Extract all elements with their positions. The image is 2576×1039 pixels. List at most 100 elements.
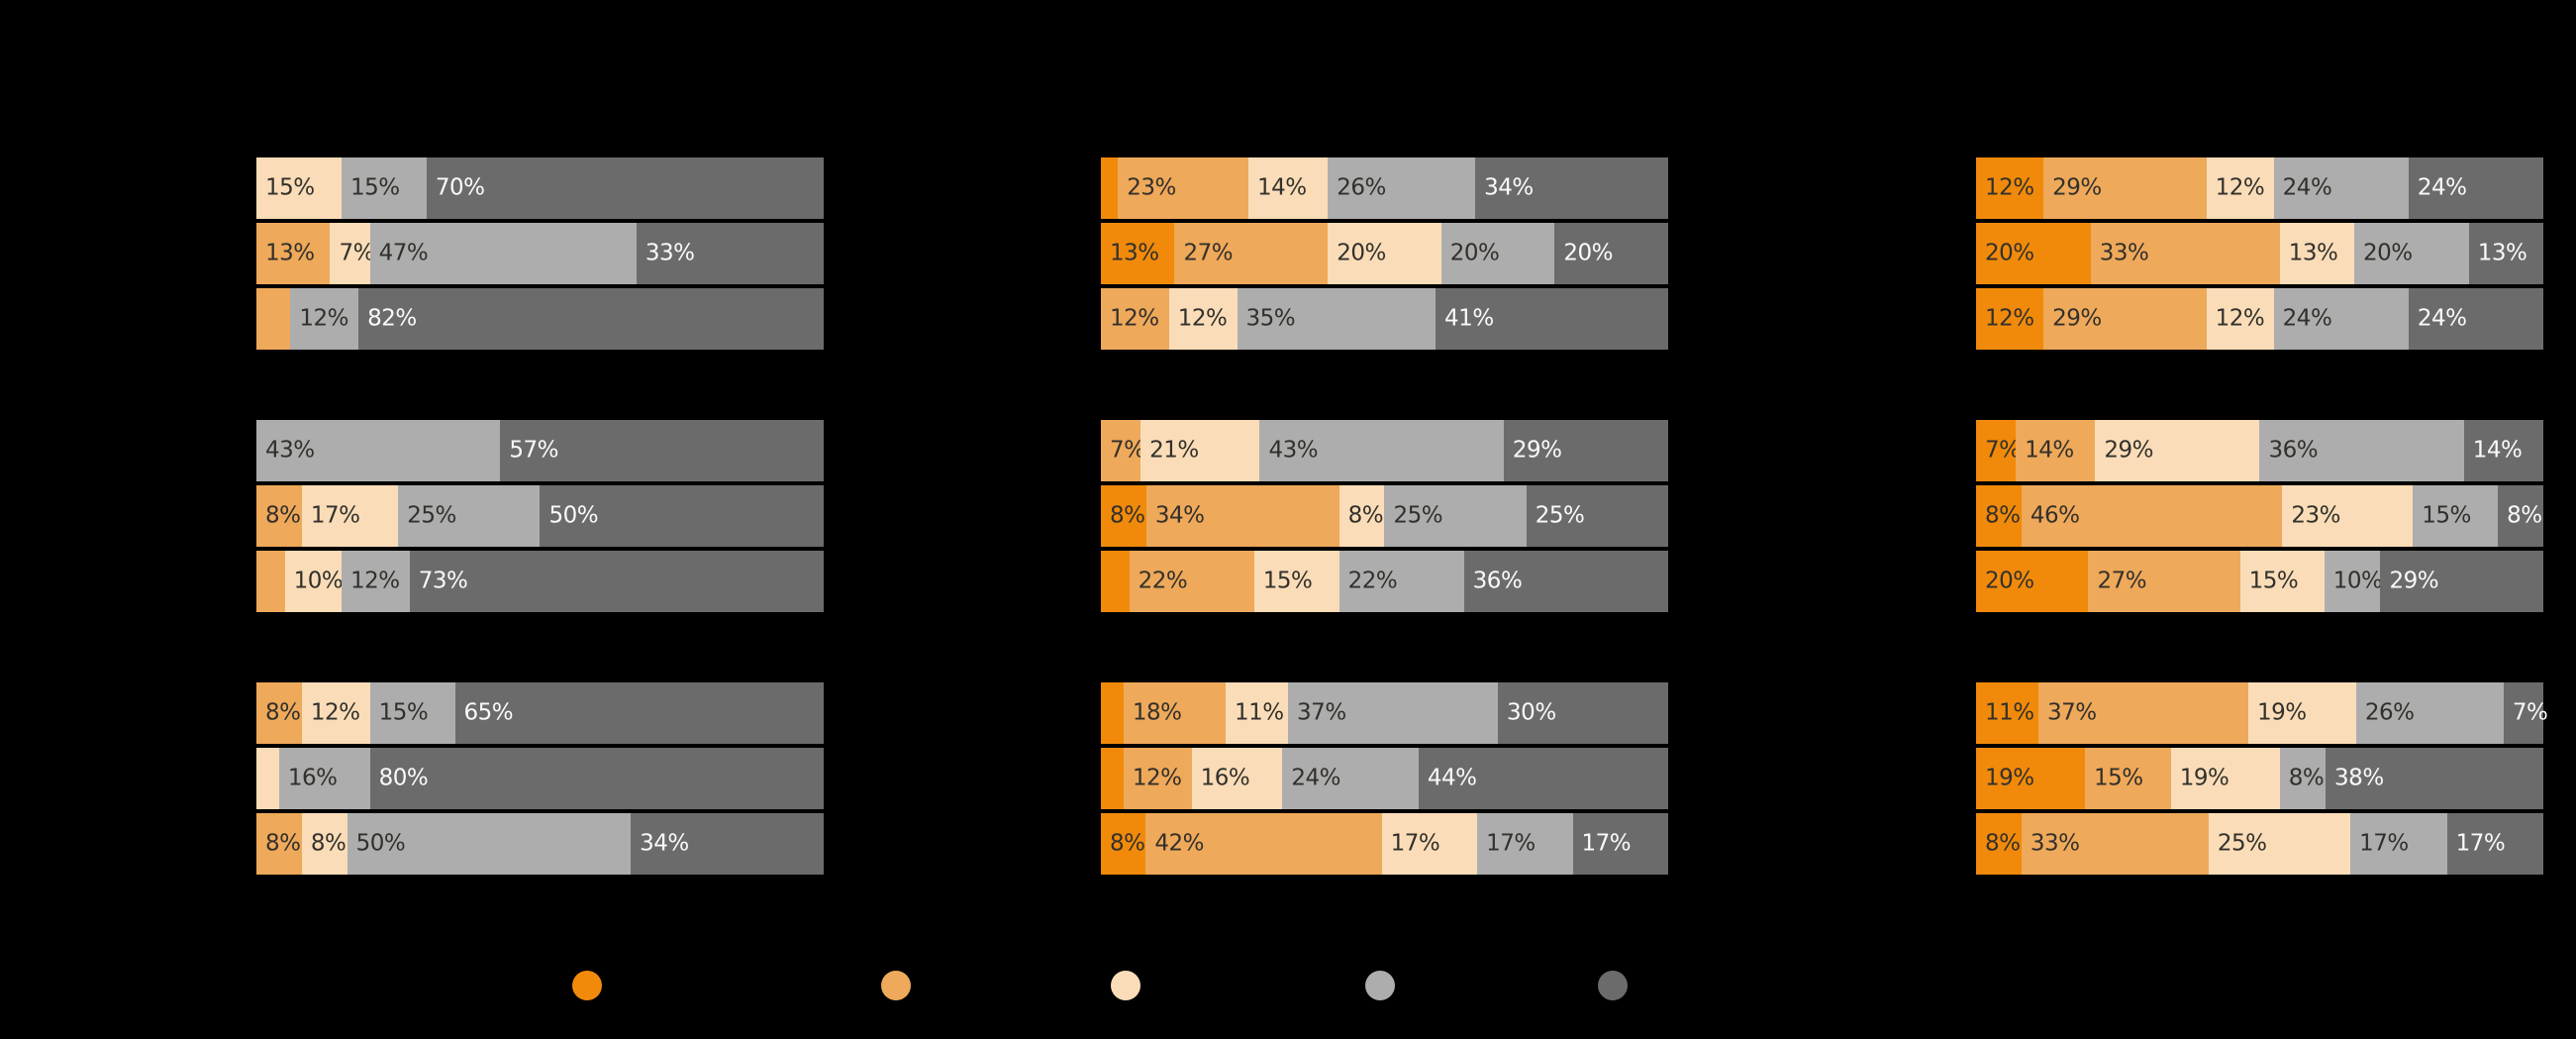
bar-segment-series-2-medium-orange: 12% xyxy=(1123,748,1192,809)
bar-segment-series-3-cream: 25% xyxy=(2208,813,2351,875)
segment-value-label: 13% xyxy=(1110,240,1159,266)
segment-value-label: 46% xyxy=(2030,502,2080,529)
bar-segment-series-3-cream xyxy=(256,748,279,809)
segment-value-label: 14% xyxy=(2025,437,2074,464)
segment-value-label: 34% xyxy=(1484,174,1534,201)
bar-segment-series-3-cream: 8% xyxy=(1338,485,1385,547)
segment-value-label: 17% xyxy=(1390,830,1440,857)
segment-value-label: 8% xyxy=(1347,502,1384,529)
bar-segment-series-3-cream: 7% xyxy=(330,223,374,284)
bar-segment-series-4-light-gray: 26% xyxy=(1328,157,1476,219)
stacked-bar-p2-g1-r3: 12% 12% 35% 41% xyxy=(1101,288,1668,350)
stacked-bar-p3-g3-r3: 8% 33% 25% 17% 17% xyxy=(1976,813,2543,875)
segment-value-label: 17% xyxy=(1581,830,1632,857)
segment-value-label: 15% xyxy=(1262,568,1313,594)
bar-group-p3-g1: 12% 29% 12% 24% 24% 20% 33% 13% 20% 13% 12% 29% 12% 2… xyxy=(1976,157,2543,350)
bar-segment-series-5-dark-gray: 65% xyxy=(454,682,824,744)
stacked-bar-p1-g3-r1: 8% 12% 15% 65% xyxy=(256,682,824,744)
stacked-bar-p2-g1-r1: 23% 14% 26% 34% xyxy=(1101,157,1668,219)
bar-segment-series-2-medium-orange: 46% xyxy=(2021,485,2283,547)
stacked-bar-p1-g3-r3: 8% 8% 50% 34% xyxy=(256,813,824,875)
bar-segment-series-1-dark-orange: 12% xyxy=(1976,288,2044,350)
segment-value-label: 65% xyxy=(463,699,514,726)
bar-segment-series-2-medium-orange: 13% xyxy=(256,223,331,284)
bar-segment-series-4-light-gray: 10% xyxy=(2324,551,2383,612)
bar-segment-series-5-dark-gray: 80% xyxy=(369,748,824,809)
bar-segment-series-4-light-gray: 35% xyxy=(1237,288,1437,350)
segment-value-label: 24% xyxy=(2282,305,2332,332)
stacked-bar-p2-g2-r2: 8% 34% 8% 25% 25% xyxy=(1101,485,1668,547)
segment-value-label: 20% xyxy=(1563,240,1613,266)
segment-value-label: 23% xyxy=(2291,502,2341,529)
segment-value-label: 27% xyxy=(1183,240,1234,266)
bar-segment-series-4-light-gray: 20% xyxy=(1440,223,1555,284)
bar-segment-series-5-dark-gray: 34% xyxy=(1475,157,1668,219)
bar-segment-series-1-dark-orange xyxy=(1101,748,1124,809)
bar-segment-series-5-dark-gray: 82% xyxy=(358,288,824,350)
bar-group-p2-g2: 7% 21% 43% 29% 8% 34% 8% 25% 25% 22% 15% 22% 36% xyxy=(1101,420,1668,612)
segment-value-label: 50% xyxy=(355,830,406,857)
bar-segment-series-5-dark-gray: 73% xyxy=(409,551,824,612)
segment-value-label: 16% xyxy=(287,765,338,791)
stacked-bar-p1-g1-r2: 13% 7% 47% 33% xyxy=(256,223,824,284)
bar-segment-series-5-dark-gray: 8% xyxy=(2498,485,2543,547)
segment-value-label: 36% xyxy=(2268,437,2319,464)
stacked-bar-p1-g3-r2: 16% 80% xyxy=(256,748,824,809)
segment-value-label: 25% xyxy=(1535,502,1585,529)
bar-segment-series-1-dark-orange: 20% xyxy=(1976,223,2091,284)
bar-segment-series-1-dark-orange: 19% xyxy=(1976,748,2085,809)
segment-value-label: 20% xyxy=(2362,240,2413,266)
bar-group-p1-g3: 8% 12% 15% 65% 16% 80% 8% 8% 50% 34% xyxy=(256,682,824,875)
bar-segment-series-2-medium-orange: 22% xyxy=(1129,551,1254,612)
bar-segment-series-5-dark-gray: 25% xyxy=(1526,485,1668,547)
segment-value-label: 24% xyxy=(1291,765,1340,791)
bar-segment-series-2-medium-orange: 33% xyxy=(2090,223,2280,284)
bar-segment-series-1-dark-orange: 8% xyxy=(1101,485,1146,547)
bar-segment-series-3-cream: 11% xyxy=(1226,682,1289,744)
segment-value-label: 8% xyxy=(265,502,301,529)
legend-dot-series-1-dark-orange xyxy=(572,971,602,1000)
bar-segment-series-1-dark-orange: 8% xyxy=(1101,813,1146,875)
bar-segment-series-1-dark-orange: 7% xyxy=(1976,420,2021,481)
segment-value-label: 15% xyxy=(2422,502,2471,529)
bar-segment-series-2-medium-orange: 42% xyxy=(1145,813,1382,875)
bar-segment-series-5-dark-gray: 17% xyxy=(2446,813,2543,875)
legend-dot-series-3-cream xyxy=(1111,971,1140,1000)
segment-value-label: 7% xyxy=(1110,437,1145,464)
bar-segment-series-4-light-gray: 25% xyxy=(398,485,541,547)
segment-value-label: 42% xyxy=(1154,830,1204,857)
segment-value-label: 73% xyxy=(418,568,468,594)
chart-panel-1: 15% 15% 70% 13% 7% 47% 33% 12% 82% 43% 57% 8% 17% 25%… xyxy=(256,157,824,877)
legend-dot-series-5-dark-gray xyxy=(1598,971,1628,1000)
stacked-bar-p1-g1-r3: 12% 82% xyxy=(256,288,824,350)
stacked-bar-p1-g2-r1: 43% 57% xyxy=(256,420,824,481)
bar-segment-series-1-dark-orange: 20% xyxy=(1976,551,2089,612)
bar-segment-series-4-light-gray: 8% xyxy=(2279,748,2327,809)
chart-panel-2: 23% 14% 26% 34% 13% 27% 20% 20% 20% 12% 12% 35% 41% 7… xyxy=(1101,157,1668,877)
bar-segment-series-4-light-gray: 37% xyxy=(1288,682,1499,744)
bar-segment-series-4-light-gray: 15% xyxy=(2413,485,2499,547)
segment-value-label: 43% xyxy=(265,437,315,464)
segment-value-label: 7% xyxy=(1985,437,2021,464)
segment-value-label: 33% xyxy=(2099,240,2149,266)
bar-segment-series-2-medium-orange: 8% xyxy=(256,485,302,547)
segment-value-label: 70% xyxy=(435,174,485,201)
bar-segment-series-2-medium-orange: 12% xyxy=(1101,288,1169,350)
segment-value-label: 19% xyxy=(2257,699,2307,726)
stacked-bar-p3-g1-r3: 12% 29% 12% 24% 24% xyxy=(1976,288,2543,350)
bar-segment-series-4-light-gray: 24% xyxy=(1282,748,1419,809)
segment-value-label: 8% xyxy=(1985,502,2021,529)
bar-segment-series-3-cream: 15% xyxy=(2239,551,2325,612)
stacked-bar-p2-g3-r2: 12% 16% 24% 44% xyxy=(1101,748,1668,809)
bar-group-p3-g2: 7% 14% 29% 36% 14% 8% 46% 23% 15% 8% 20% 27% 15% 10% 2… xyxy=(1976,420,2543,612)
bar-segment-series-5-dark-gray: 38% xyxy=(2326,748,2543,809)
bar-segment-series-4-light-gray: 47% xyxy=(369,223,637,284)
segment-value-label: 15% xyxy=(2248,568,2299,594)
bar-segment-series-4-light-gray: 12% xyxy=(290,288,359,350)
segment-value-label: 37% xyxy=(2047,699,2097,726)
segment-value-label: 80% xyxy=(378,765,429,791)
bar-segment-series-3-cream: 20% xyxy=(1328,223,1441,284)
segment-value-label: 17% xyxy=(1486,830,1536,857)
segment-value-label: 12% xyxy=(1985,305,2034,332)
